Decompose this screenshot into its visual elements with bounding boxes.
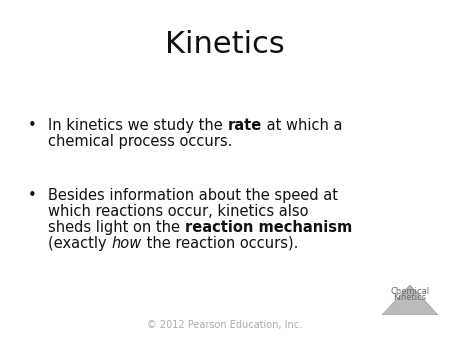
Text: Kinetics: Kinetics	[393, 293, 427, 302]
Text: Besides information about the speed at: Besides information about the speed at	[48, 188, 338, 203]
Text: •: •	[28, 118, 37, 133]
Text: chemical process occurs.: chemical process occurs.	[48, 134, 232, 149]
Text: In kinetics we study the: In kinetics we study the	[48, 118, 227, 133]
Text: Kinetics: Kinetics	[165, 30, 285, 59]
Text: at which a: at which a	[261, 118, 342, 133]
Text: which reactions occur, kinetics also: which reactions occur, kinetics also	[48, 204, 309, 219]
Text: how: how	[111, 236, 141, 251]
Text: (exactly: (exactly	[48, 236, 111, 251]
Text: •: •	[28, 188, 37, 203]
Text: © 2012 Pearson Education, Inc.: © 2012 Pearson Education, Inc.	[148, 320, 302, 330]
Text: Chemical: Chemical	[391, 287, 430, 296]
Polygon shape	[382, 285, 438, 315]
Text: the reaction occurs).: the reaction occurs).	[141, 236, 298, 251]
Text: rate: rate	[227, 118, 261, 133]
Text: sheds light on the: sheds light on the	[48, 220, 184, 235]
Text: reaction mechanism: reaction mechanism	[184, 220, 352, 235]
